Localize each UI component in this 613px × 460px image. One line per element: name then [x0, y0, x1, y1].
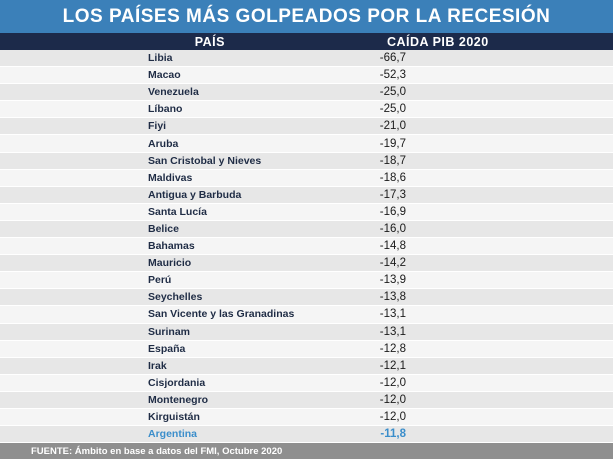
gdp-drop-cell: -13,1: [379, 325, 406, 338]
country-cell: Surinam: [148, 325, 191, 338]
gdp-drop-cell: -19,7: [379, 137, 406, 150]
table-row: Seychelles -13,8: [0, 289, 613, 307]
gdp-drop-cell: -18,6: [379, 171, 406, 184]
gdp-drop-cell: -18,7: [379, 154, 406, 167]
country-cell: Antigua y Barbuda: [148, 188, 242, 201]
gdp-drop-cell: -11,8: [380, 428, 406, 441]
country-cell: Cisjordania: [148, 376, 206, 389]
country-cell: San Cristobal y Nieves: [148, 154, 262, 167]
column-header-value: CAÍDA PIB 2020: [387, 34, 489, 49]
gdp-drop-cell: -25,0: [379, 86, 406, 99]
table-row: Mauricio -14,2: [0, 255, 613, 273]
gdp-drop-cell: -14,2: [379, 257, 406, 270]
table-row: Santa Lucía -16,9: [0, 203, 613, 221]
country-cell: Fiyi: [148, 120, 167, 133]
table-row: Libia -66,7: [0, 50, 613, 68]
source-footer: FUENTE: Ámbito en base a datos del FMI, …: [0, 443, 613, 459]
gdp-drop-cell: -12,0: [379, 393, 406, 406]
country-cell: Macao: [148, 69, 181, 82]
table-row: Aruba -19,7: [0, 135, 613, 153]
gdp-drop-cell: -12,1: [379, 359, 406, 372]
table-row: Macao -52,3: [0, 67, 613, 85]
table-row: Antigua y Barbuda -17,3: [0, 186, 613, 204]
column-header-country: PAÍS: [194, 34, 225, 49]
table-row: Cisjordania -12,0: [0, 374, 613, 392]
gdp-drop-cell: -66,7: [379, 52, 406, 65]
country-cell: Belice: [148, 222, 179, 235]
gdp-drop-cell: -12,8: [379, 342, 406, 355]
table-row: Belice -16,0: [0, 220, 613, 239]
footer-text: FUENTE: Ámbito en base a datos del FMI, …: [31, 445, 283, 457]
country-cell: Libia: [148, 52, 173, 65]
table-row: Líbano -25,0: [0, 101, 613, 119]
country-cell: Venezuela: [148, 86, 199, 99]
table-row: San Vicente y las Granadinas -13,1: [0, 306, 613, 324]
country-cell: Líbano: [148, 103, 183, 116]
country-cell: Aruba: [148, 137, 179, 150]
country-cell: España: [148, 342, 186, 355]
country-cell: San Vicente y las Granadinas: [148, 308, 295, 321]
table-row: Kirguistán -12,0: [0, 408, 613, 427]
country-cell: Santa Lucía: [148, 205, 207, 218]
country-cell: Irak: [148, 359, 167, 372]
gdp-drop-cell: -13,9: [379, 274, 406, 287]
country-cell: Maldivas: [148, 171, 193, 184]
table-row: Surinam -13,1: [0, 323, 613, 341]
table-row: Bahamas -14,8: [0, 238, 613, 256]
country-cell: Argentina: [148, 428, 198, 441]
gdp-drop-cell: -17,3: [379, 188, 406, 201]
table-row: Fiyi -21,0: [0, 118, 613, 136]
table-header: PAÍS CAÍDA PIB 2020: [0, 33, 613, 50]
table-row: Irak -12,1: [0, 357, 613, 375]
gdp-drop-cell: -13,8: [379, 291, 406, 304]
gdp-drop-cell: -25,0: [379, 103, 406, 116]
gdp-drop-cell: -14,8: [379, 240, 406, 253]
gdp-drop-cell: -12,0: [379, 376, 406, 389]
country-cell: Mauricio: [148, 257, 192, 270]
country-cell: Bahamas: [148, 240, 195, 253]
table-row: España -12,8: [0, 340, 613, 358]
table-row: Perú -13,9: [0, 272, 613, 290]
table-row-highlighted: Argentina -11,8: [0, 426, 613, 444]
table-body: Libia -66,7 Macao -52,3 Venezuela -25,0 Líbano…: [0, 50, 613, 460]
title-text: LOS PAÍSES MÁS GOLPEADOS POR LA RECESIÓN: [62, 5, 551, 27]
gdp-drop-cell: -12,0: [379, 411, 406, 424]
country-cell: Seychelles: [148, 291, 203, 304]
gdp-drop-cell: -16,9: [379, 205, 406, 218]
gdp-drop-cell: -21,0: [379, 120, 406, 133]
gdp-drop-cell: -13,1: [379, 308, 406, 321]
gdp-drop-cell: -52,3: [379, 69, 406, 82]
gdp-drop-cell: -16,0: [379, 222, 406, 235]
table-row: Montenegro -12,0: [0, 391, 613, 409]
table-row: Maldivas -18,6: [0, 169, 613, 187]
table-row: San Cristobal y Nieves -18,7: [0, 152, 613, 170]
table-row: Venezuela -25,0: [0, 84, 613, 102]
country-cell: Montenegro: [148, 393, 209, 406]
country-cell: Perú: [148, 274, 172, 287]
country-cell: Kirguistán: [148, 411, 200, 424]
page-title: LOS PAÍSES MÁS GOLPEADOS POR LA RECESIÓN: [0, 0, 613, 33]
